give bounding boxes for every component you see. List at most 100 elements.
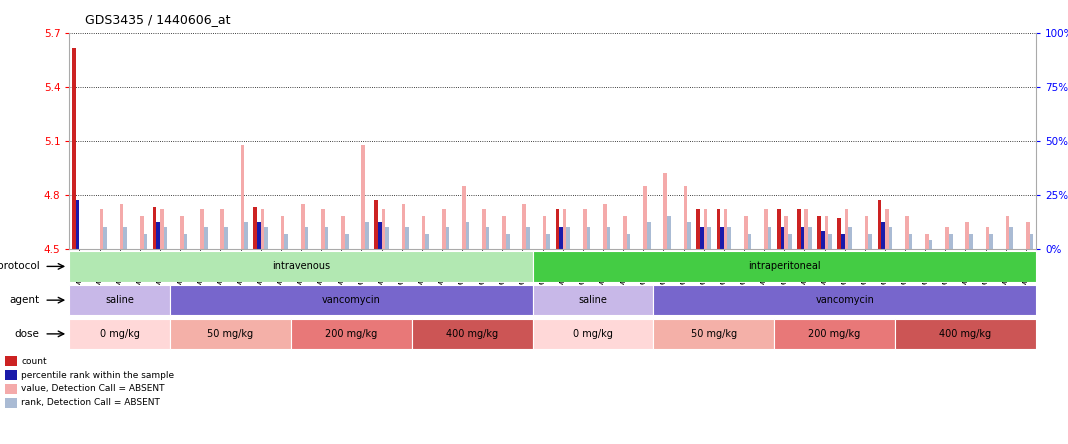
Bar: [220, 209, 224, 249]
Bar: [69, 285, 170, 316]
Bar: [533, 318, 654, 349]
Text: 400 mg/kg: 400 mg/kg: [940, 329, 991, 339]
Text: 50 mg/kg: 50 mg/kg: [207, 329, 253, 339]
Bar: [837, 218, 841, 249]
Bar: [76, 200, 79, 249]
Bar: [301, 204, 304, 249]
Text: GDS3435 / 1440606_at: GDS3435 / 1440606_at: [85, 13, 231, 26]
Bar: [821, 231, 824, 249]
Bar: [895, 318, 1036, 349]
Text: vancomycin: vancomycin: [815, 295, 874, 305]
Bar: [696, 209, 701, 249]
Text: 200 mg/kg: 200 mg/kg: [808, 329, 861, 339]
Bar: [778, 209, 781, 249]
Bar: [180, 216, 184, 249]
Bar: [748, 234, 751, 249]
Bar: [422, 216, 425, 249]
Bar: [845, 209, 848, 249]
Text: 0 mg/kg: 0 mg/kg: [99, 329, 140, 339]
Bar: [1009, 227, 1014, 249]
Bar: [402, 204, 405, 249]
Text: percentile rank within the sample: percentile rank within the sample: [21, 371, 174, 380]
Bar: [654, 318, 774, 349]
Text: protocol: protocol: [0, 262, 40, 271]
Bar: [522, 204, 527, 249]
Bar: [925, 234, 929, 249]
Bar: [374, 200, 378, 249]
Bar: [727, 227, 732, 249]
Bar: [654, 285, 1036, 316]
Bar: [1006, 216, 1009, 249]
Bar: [560, 227, 563, 249]
Bar: [643, 186, 647, 249]
Bar: [1026, 222, 1030, 249]
Bar: [506, 234, 509, 249]
Bar: [623, 216, 627, 249]
Bar: [784, 216, 788, 249]
Bar: [865, 216, 868, 249]
Bar: [245, 222, 248, 249]
Bar: [445, 227, 450, 249]
Bar: [99, 209, 104, 249]
Bar: [707, 227, 711, 249]
Bar: [462, 186, 466, 249]
Bar: [163, 227, 168, 249]
Bar: [240, 145, 245, 249]
Bar: [909, 234, 912, 249]
Bar: [704, 209, 707, 249]
Bar: [361, 145, 365, 249]
Bar: [965, 222, 969, 249]
Bar: [304, 227, 309, 249]
Bar: [949, 234, 953, 249]
Bar: [543, 216, 546, 249]
Bar: [720, 227, 724, 249]
Bar: [563, 209, 566, 249]
Text: intravenous: intravenous: [272, 262, 330, 271]
Bar: [627, 234, 630, 249]
Bar: [321, 209, 325, 249]
Bar: [717, 209, 720, 249]
Text: 0 mg/kg: 0 mg/kg: [574, 329, 613, 339]
Bar: [69, 318, 170, 349]
Bar: [774, 318, 895, 349]
Bar: [566, 227, 570, 249]
Bar: [724, 209, 727, 249]
Text: dose: dose: [15, 329, 40, 339]
Text: rank, Detection Call = ABSENT: rank, Detection Call = ABSENT: [21, 398, 160, 408]
Bar: [969, 234, 973, 249]
Bar: [841, 234, 845, 249]
Text: value, Detection Call = ABSENT: value, Detection Call = ABSENT: [21, 385, 164, 393]
Bar: [663, 173, 668, 249]
Bar: [253, 207, 257, 249]
Bar: [945, 227, 949, 249]
Bar: [603, 204, 607, 249]
Bar: [143, 234, 147, 249]
Bar: [1030, 234, 1033, 249]
Text: saline: saline: [579, 295, 608, 305]
Bar: [824, 216, 828, 249]
Bar: [284, 234, 288, 249]
Bar: [224, 227, 227, 249]
Bar: [265, 227, 268, 249]
Bar: [342, 216, 345, 249]
Bar: [486, 227, 489, 249]
Bar: [140, 216, 143, 249]
Bar: [483, 209, 486, 249]
Bar: [684, 186, 687, 249]
Bar: [345, 234, 348, 249]
Bar: [527, 227, 530, 249]
Bar: [405, 227, 409, 249]
Bar: [647, 222, 650, 249]
Bar: [5, 370, 17, 380]
Text: intraperitoneal: intraperitoneal: [748, 262, 820, 271]
Text: count: count: [21, 357, 47, 366]
Bar: [583, 209, 586, 249]
Bar: [797, 209, 801, 249]
Bar: [412, 318, 533, 349]
Bar: [804, 209, 808, 249]
Bar: [781, 227, 784, 249]
Bar: [73, 48, 76, 249]
Bar: [764, 209, 768, 249]
Bar: [788, 234, 791, 249]
Bar: [170, 285, 533, 316]
